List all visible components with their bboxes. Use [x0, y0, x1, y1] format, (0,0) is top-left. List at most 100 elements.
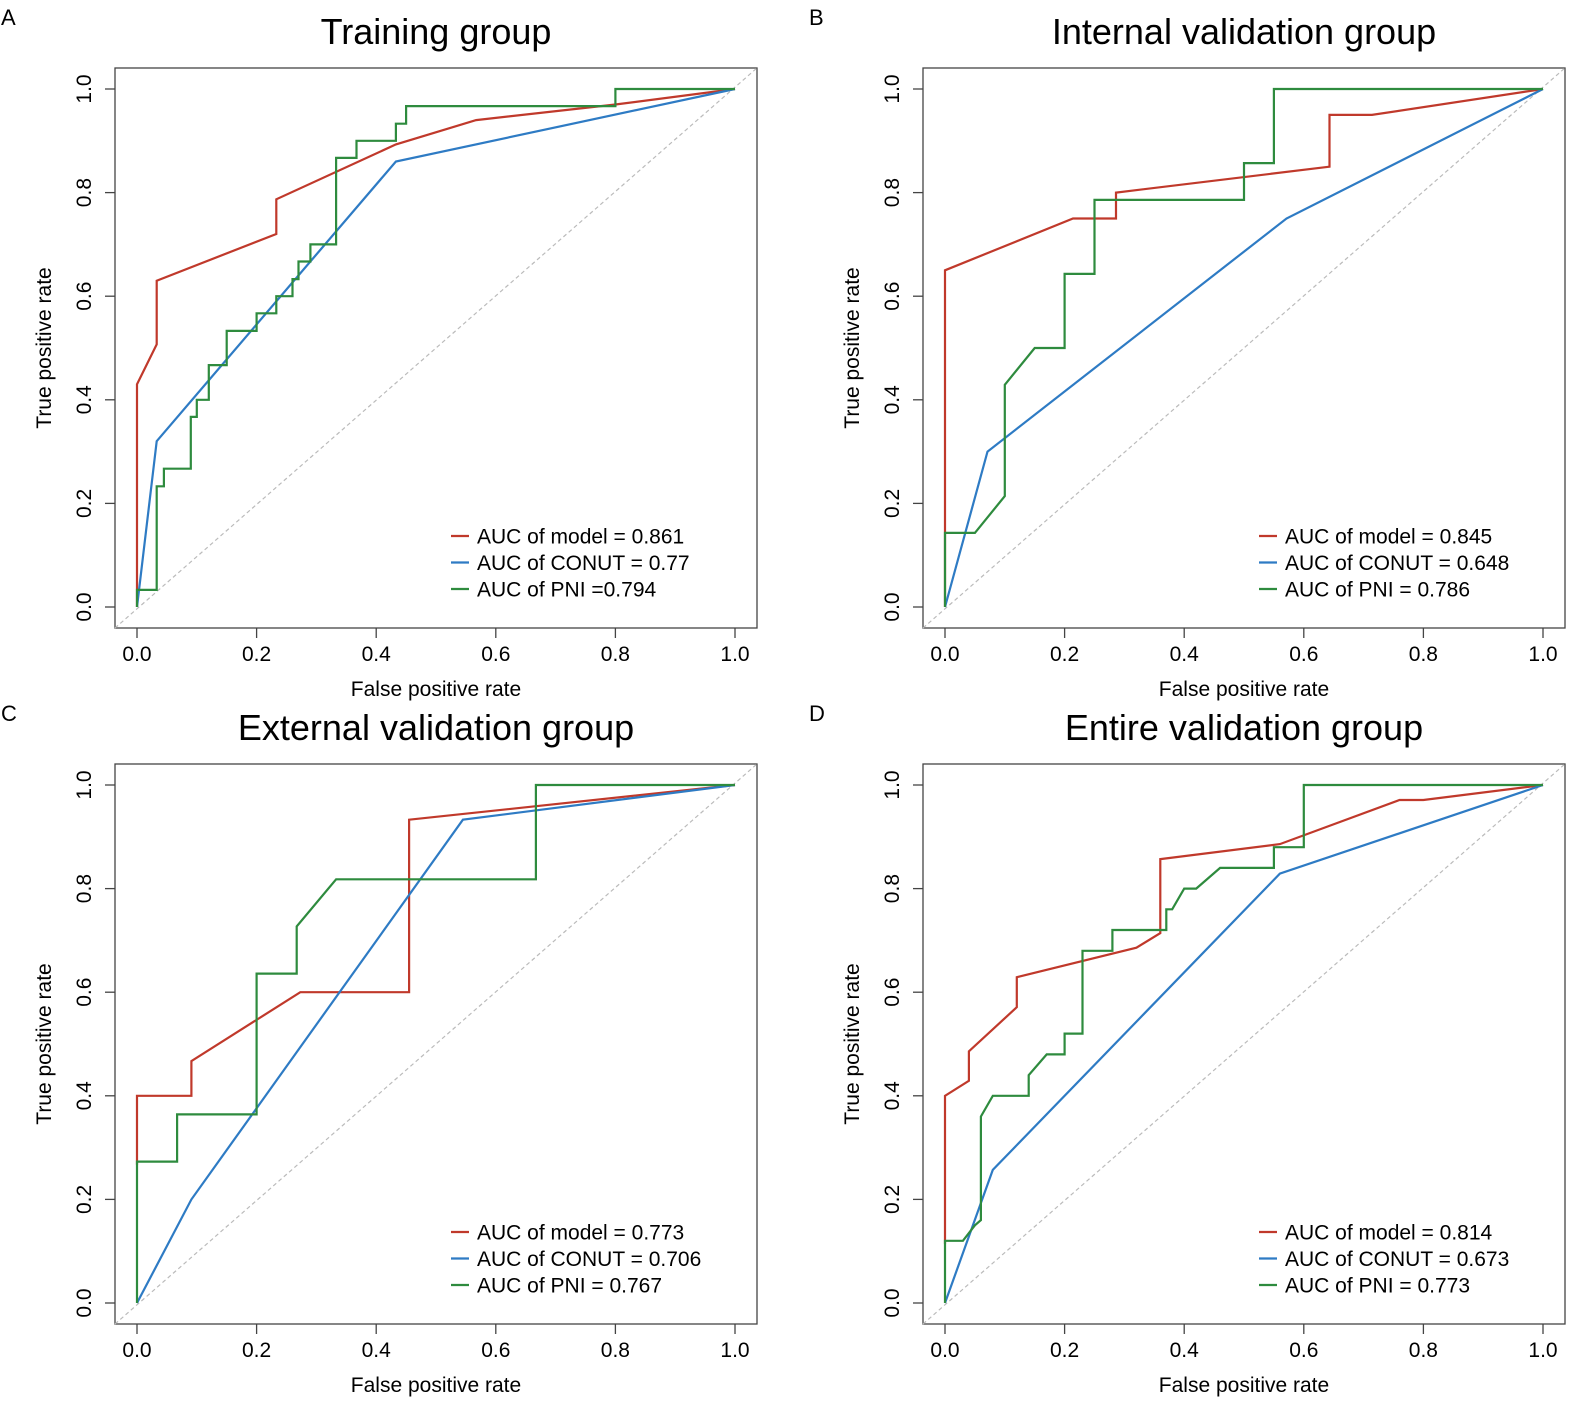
y-tick-label: 0.0 [881, 1288, 904, 1317]
legend-entry-conut: AUC of CONUT = 0.648 [1285, 552, 1509, 575]
x-tick-label: 0.0 [930, 1339, 959, 1362]
legend-entry-pni: AUC of PNI = 0.773 [1285, 1275, 1470, 1298]
plot-frame [114, 763, 758, 1325]
x-axis-label: False positive rate [351, 678, 521, 701]
y-tick-label: 0.6 [73, 282, 96, 311]
plot-frame [922, 67, 1566, 629]
legend-entry-pni: AUC of PNI = 0.767 [477, 1275, 662, 1298]
legend-entry-conut: AUC of CONUT = 0.706 [477, 1248, 701, 1271]
chart-title: Training group [321, 11, 552, 52]
x-tick-label: 1.0 [720, 1339, 749, 1362]
roc-panel-a: A Training group 0.0 0.2 0.4 0.6 0.8 1.0 0.0 0.2 0… [1, 5, 758, 701]
legend-entry-conut: AUC of CONUT = 0.77 [477, 552, 690, 575]
reference-diagonal [114, 763, 758, 1325]
plot-frame [922, 763, 1566, 1325]
y-tick-label: 1.0 [881, 770, 904, 799]
y-tick-label: 0.6 [881, 282, 904, 311]
roc-curve-model [943, 87, 1544, 607]
y-tick-label: 1.0 [881, 74, 904, 103]
legend-entry-pni: AUC of PNI = 0.786 [1285, 579, 1470, 602]
roc-curve-conut [943, 88, 1544, 608]
roc-curve-pni [135, 87, 735, 607]
y-axis-label: True positive rate [841, 963, 864, 1124]
x-axis-label: False positive rate [1159, 1374, 1329, 1397]
roc-curve-pni [943, 783, 1543, 1303]
x-tick-label: 0.4 [1170, 643, 1200, 666]
y-tick-label: 0.0 [73, 1288, 96, 1317]
legend: AUC of model = 0.814 AUC of CONUT = 0.673… [1259, 1222, 1509, 1298]
y-tick-label: 0.6 [881, 978, 904, 1007]
y-tick-label: 0.2 [73, 1185, 96, 1214]
x-tick-label: 0.0 [122, 1339, 151, 1362]
legend: AUC of model = 0.773 AUC of CONUT = 0.706… [451, 1222, 701, 1298]
chart-title: Entire validation group [1065, 707, 1423, 748]
plot-frame [114, 67, 758, 629]
y-tick-label: 0.2 [881, 1185, 904, 1214]
x-tick-label: 0.2 [242, 1339, 271, 1362]
reference-diagonal [922, 67, 1566, 629]
panel-label: D [809, 701, 825, 726]
legend-entry-model: AUC of model = 0.773 [477, 1222, 684, 1245]
x-tick-label: 0.2 [1050, 1339, 1079, 1362]
roc-panel-c: C External validation group 0.0 0.2 0.4 0.6 0.… [1, 701, 758, 1397]
y-tick-label: 0.4 [881, 385, 904, 415]
y-tick-label: 0.0 [73, 592, 96, 621]
legend-entry-model: AUC of model = 0.845 [1285, 526, 1492, 549]
chart-title: Internal validation group [1052, 11, 1436, 52]
y-tick-label: 0.4 [73, 1081, 96, 1111]
y-tick-label: 0.8 [881, 178, 904, 207]
x-tick-label: 0.0 [122, 643, 151, 666]
roc-curve-model [135, 783, 736, 1165]
roc-curve-model [135, 87, 736, 607]
reference-diagonal [114, 67, 758, 629]
roc-curve-model [943, 783, 1544, 1244]
x-axis-label: False positive rate [351, 1374, 521, 1397]
panel-label: C [1, 701, 17, 726]
y-axis-label: True positive rate [33, 963, 56, 1124]
x-tick-label: 0.4 [1170, 1339, 1200, 1362]
y-tick-label: 0.8 [881, 874, 904, 903]
x-tick-label: 0.6 [481, 1339, 510, 1362]
y-tick-label: 1.0 [73, 770, 96, 799]
x-tick-label: 0.4 [362, 643, 392, 666]
y-tick-label: 0.2 [73, 489, 96, 518]
x-tick-label: 0.6 [1289, 643, 1318, 666]
roc-panel-d: D Entire validation group 0.0 0.2 0.4 0.6 0.8 1… [809, 701, 1566, 1397]
x-axis-label: False positive rate [1159, 678, 1329, 701]
legend: AUC of model = 0.861 AUC of CONUT = 0.77 A… [451, 526, 690, 602]
y-tick-label: 0.2 [881, 489, 904, 518]
y-tick-label: 0.6 [73, 978, 96, 1007]
x-tick-label: 1.0 [720, 643, 749, 666]
legend: AUC of model = 0.845 AUC of CONUT = 0.648… [1259, 526, 1509, 602]
legend-entry-pni: AUC of PNI =0.794 [477, 579, 656, 602]
x-tick-label: 0.2 [242, 643, 271, 666]
y-tick-label: 0.4 [881, 1081, 904, 1111]
x-tick-label: 0.6 [481, 643, 510, 666]
y-axis-label: True positive rate [841, 267, 864, 428]
chart-title: External validation group [238, 707, 634, 748]
legend-entry-model: AUC of model = 0.861 [477, 526, 684, 549]
y-tick-label: 0.8 [73, 178, 96, 207]
x-tick-label: 1.0 [1528, 643, 1557, 666]
y-tick-label: 0.0 [881, 592, 904, 621]
roc-curve-conut [943, 783, 1544, 1304]
x-tick-label: 0.8 [1409, 643, 1438, 666]
y-tick-label: 1.0 [73, 74, 96, 103]
y-tick-label: 0.8 [73, 874, 96, 903]
panel-label: B [809, 5, 824, 30]
reference-diagonal [922, 763, 1566, 1325]
x-tick-label: 0.4 [362, 1339, 392, 1362]
roc-curve-pni [135, 783, 735, 1303]
legend-entry-model: AUC of model = 0.814 [1285, 1222, 1493, 1245]
roc-curve-conut [136, 783, 736, 1304]
x-tick-label: 0.0 [930, 643, 959, 666]
x-tick-label: 1.0 [1528, 1339, 1557, 1362]
x-tick-label: 0.2 [1050, 643, 1079, 666]
panel-label: A [1, 5, 16, 30]
roc-curve-pni [943, 87, 1543, 607]
roc-panel-b: B Internal validation group 0.0 0.2 0.4 0.6 0.… [809, 5, 1566, 701]
legend-entry-conut: AUC of CONUT = 0.673 [1285, 1248, 1509, 1271]
x-tick-label: 0.8 [601, 643, 630, 666]
x-tick-label: 0.8 [601, 1339, 630, 1362]
